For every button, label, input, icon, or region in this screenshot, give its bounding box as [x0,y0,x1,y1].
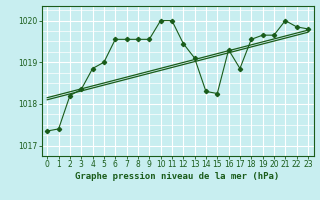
X-axis label: Graphe pression niveau de la mer (hPa): Graphe pression niveau de la mer (hPa) [76,172,280,181]
